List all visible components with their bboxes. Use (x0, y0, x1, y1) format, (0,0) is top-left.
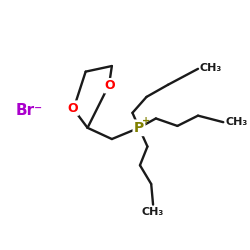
Text: P: P (134, 121, 144, 135)
Text: CH₃: CH₃ (142, 208, 164, 218)
Text: O: O (67, 102, 78, 115)
Text: O: O (105, 79, 115, 92)
Text: Br⁻: Br⁻ (16, 104, 43, 118)
Text: CH₃: CH₃ (225, 117, 248, 127)
Text: CH₃: CH₃ (200, 63, 222, 73)
Text: +: + (142, 116, 150, 126)
